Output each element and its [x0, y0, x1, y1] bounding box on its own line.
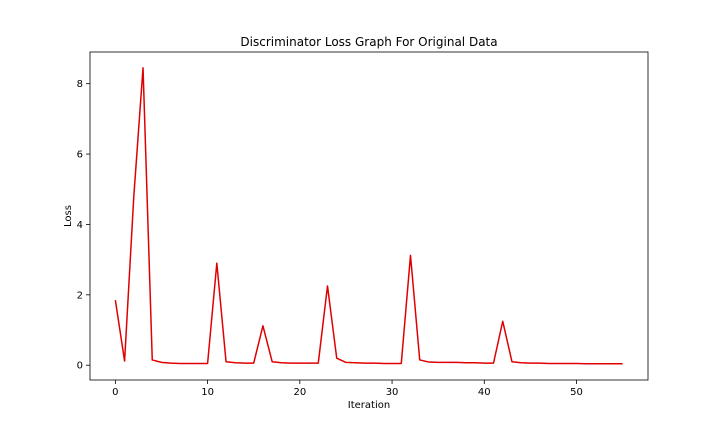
x-tick-label: 40: [478, 387, 491, 398]
x-axis-ticks: 0 10 20 30 40 50: [112, 380, 583, 398]
y-tick-label: 6: [77, 150, 83, 161]
x-tick-label: 30: [386, 387, 399, 398]
x-tick-label: 10: [201, 387, 214, 398]
plot-frame: [89, 51, 649, 381]
series-line-discriminator-loss: [114, 67, 623, 365]
x-tick-label: 20: [293, 387, 306, 398]
x-tick-label: 0: [112, 387, 118, 398]
x-axis-label: Iteration: [348, 400, 390, 411]
plot-lines: [114, 67, 623, 365]
y-tick-label: 8: [77, 79, 83, 90]
chart-title: Discriminator Loss Graph For Original Da…: [240, 35, 497, 49]
x-tick-label: 50: [570, 387, 583, 398]
y-tick-label: 2: [77, 290, 83, 301]
y-tick-label: 0: [77, 361, 83, 372]
y-tick-label: 4: [77, 220, 83, 231]
y-axis-ticks: 0 2 4 6 8: [77, 79, 90, 372]
y-axis-label: Loss: [63, 205, 74, 227]
